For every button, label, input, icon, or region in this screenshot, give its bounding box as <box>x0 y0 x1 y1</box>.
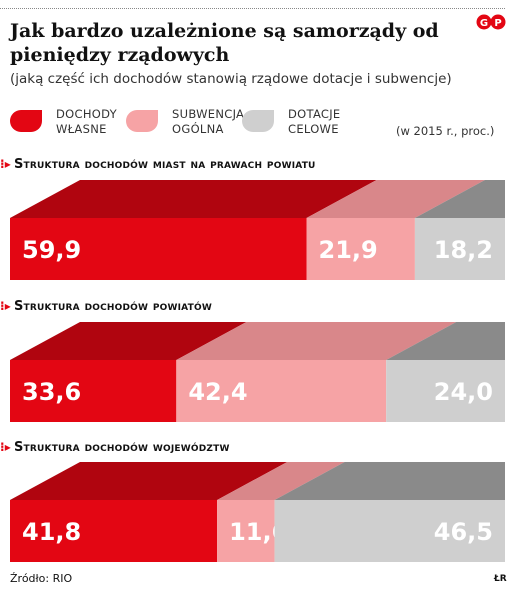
bar-top-general-subsidy <box>306 180 485 218</box>
chart-subtitle: (jaką część ich dochodów stanowią rządow… <box>10 71 452 87</box>
legend-label-line1: SUBWENCJA <box>172 107 245 121</box>
section-title-text: Struktura dochodów miast na prawach powi… <box>13 157 316 172</box>
data-label-own-income: 33,6 <box>22 378 81 406</box>
svg-text:G: G <box>480 18 488 29</box>
bar-segment-own-income <box>10 218 307 280</box>
data-label-own-income: 59,9 <box>22 236 81 264</box>
author-initials: ŁR <box>494 574 507 584</box>
data-label-general-subsidy: 21,9 <box>319 236 378 264</box>
bar-segment-own-income <box>10 500 218 562</box>
data-label-targeted-grants: 24,0 <box>434 378 493 406</box>
data-label-targeted-grants: 18,2 <box>434 236 493 264</box>
bar-segment-targeted-grants <box>386 360 505 422</box>
section-title-text: Struktura dochodów województw <box>13 440 230 455</box>
legend-label: SUBWENCJA OGÓLNA <box>172 107 292 137</box>
legend-label-line1: DOTACJE <box>288 107 341 121</box>
bar-segment-targeted-grants <box>414 218 505 280</box>
legend-label: DOTACJE CELOWE <box>288 107 408 137</box>
bar-top-general-subsidy <box>217 462 345 500</box>
bar-segment-targeted-grants <box>274 500 505 562</box>
top-rule <box>0 8 505 9</box>
legend-swatch <box>10 110 42 132</box>
bar-top-targeted-grants <box>386 322 505 360</box>
legend-label-line2: CELOWE <box>288 122 339 136</box>
bar-top-targeted-grants <box>414 180 505 218</box>
data-label-general-subsidy: 42,4 <box>188 378 247 406</box>
bar-top-targeted-grants <box>274 462 505 500</box>
chart-title: Jak bardzo uzależnione są samorządy od p… <box>10 20 439 66</box>
section-title-cities: ⁝▸ Struktura dochodów miast na prawach po… <box>0 157 316 172</box>
section-arrow-icon: ⁝▸ <box>0 299 11 313</box>
source-note: Źródło: RIO <box>10 572 73 585</box>
section-arrow-icon: ⁝▸ <box>0 157 11 171</box>
section-title-voivodeships: ⁝▸ Struktura dochodów województw <box>0 440 230 455</box>
legend-label-line2: OGÓLNA <box>172 122 224 136</box>
bar-top-own-income <box>10 322 247 360</box>
section-title-counties: ⁝▸ Struktura dochodów powiatów <box>0 299 212 314</box>
data-label-own-income: 41,8 <box>22 518 81 546</box>
legend-label: DOCHODY WŁASNE <box>56 107 176 137</box>
bar-segment-general-subsidy <box>176 360 387 422</box>
bar-top-general-subsidy <box>176 322 457 360</box>
bar-segment-general-subsidy <box>217 500 275 562</box>
svg-text:P: P <box>494 18 501 29</box>
bar-segment-general-subsidy <box>306 218 415 280</box>
legend-swatch <box>242 110 274 132</box>
legend-swatch <box>126 110 158 132</box>
bar-top-own-income <box>10 462 288 500</box>
legend-label-line1: DOCHODY <box>56 107 117 121</box>
data-label-targeted-grants: 46,5 <box>434 518 493 546</box>
section-arrow-icon: ⁝▸ <box>0 440 11 454</box>
bar-segment-own-income <box>10 360 177 422</box>
publisher-logo-icon: G P <box>476 14 506 30</box>
bar-top-own-income <box>10 180 377 218</box>
legend-label-line2: WŁASNE <box>56 122 107 136</box>
unit-note: (w 2015 r., proc.) <box>396 124 495 138</box>
section-title-text: Struktura dochodów powiatów <box>13 299 212 314</box>
